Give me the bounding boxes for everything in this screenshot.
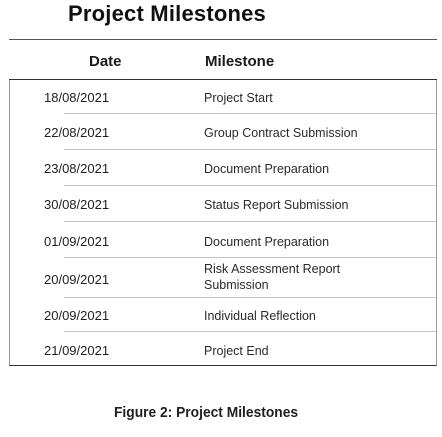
milestone-cell: Risk Assessment Report Submission — [204, 262, 341, 292]
milestone-cell: Project Start — [204, 91, 273, 105]
row-divider — [64, 149, 436, 150]
date-cell: 20/09/2021 — [44, 272, 110, 287]
column-header-date: Date — [89, 53, 122, 70]
milestone-cell: Individual Reflection — [204, 309, 316, 323]
table-row: 20/09/2021 Risk Assessment Report Submis… — [10, 258, 436, 298]
date-cell: 21/09/2021 — [44, 343, 110, 358]
table-row: 30/08/2021 Status Report Submission — [10, 186, 436, 222]
row-divider — [64, 331, 436, 332]
table-row: 21/09/2021 Project End — [10, 332, 436, 365]
table-row: 22/08/2021 Group Contract Submission — [10, 114, 436, 150]
table-body: 18/08/2021 Project Start 22/08/2021 Grou… — [9, 80, 437, 366]
table-row: 23/08/2021 Document Preparation — [10, 150, 436, 186]
table-row: 01/09/2021 Document Preparation — [10, 222, 436, 258]
row-divider — [64, 297, 436, 298]
page-title: Project Milestones — [68, 1, 266, 26]
date-cell: 30/08/2021 — [44, 197, 110, 212]
milestones-table: Date Milestone 18/08/2021 Project Start … — [9, 39, 437, 366]
row-divider — [64, 185, 436, 186]
date-cell: 23/08/2021 — [44, 161, 110, 176]
date-cell: 20/09/2021 — [44, 308, 110, 323]
row-divider — [64, 221, 436, 222]
column-header-milestone: Milestone — [205, 53, 275, 70]
row-divider — [64, 257, 436, 258]
milestone-cell: Status Report Submission — [204, 198, 349, 212]
milestone-cell: Project End — [204, 344, 269, 358]
table-row: 18/08/2021 Project Start — [10, 80, 436, 114]
milestone-cell: Document Preparation — [204, 235, 330, 249]
date-cell: 01/09/2021 — [44, 234, 110, 249]
date-cell: 22/08/2021 — [44, 125, 110, 140]
milestone-cell: Group Contract Submission — [204, 126, 358, 140]
table-header: Date Milestone — [9, 40, 437, 80]
figure-caption: Figure 2: Project Milestones — [114, 404, 299, 421]
row-divider — [64, 113, 436, 114]
date-cell: 18/08/2021 — [44, 90, 110, 105]
table-row: 20/09/2021 Individual Reflection — [10, 298, 436, 332]
milestone-cell: Document Preparation — [204, 162, 330, 176]
